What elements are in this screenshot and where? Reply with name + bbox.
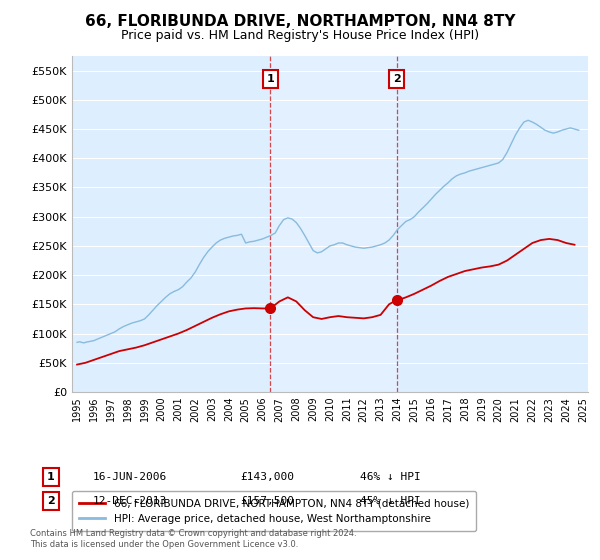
Text: 2: 2 — [47, 496, 55, 506]
Text: £143,000: £143,000 — [240, 472, 294, 482]
Text: 46% ↓ HPI: 46% ↓ HPI — [360, 472, 421, 482]
Text: 1: 1 — [266, 74, 274, 85]
Text: Contains HM Land Registry data © Crown copyright and database right 2024.: Contains HM Land Registry data © Crown c… — [30, 529, 356, 538]
Text: 2: 2 — [393, 74, 400, 85]
Text: Price paid vs. HM Land Registry's House Price Index (HPI): Price paid vs. HM Land Registry's House … — [121, 29, 479, 42]
Text: 16-JUN-2006: 16-JUN-2006 — [93, 472, 167, 482]
Text: 12-DEC-2013: 12-DEC-2013 — [93, 496, 167, 506]
Text: 1: 1 — [47, 472, 55, 482]
Bar — [271, 56, 397, 392]
Text: 45% ↓ HPI: 45% ↓ HPI — [360, 496, 421, 506]
Text: £157,500: £157,500 — [240, 496, 294, 506]
Text: 66, FLORIBUNDA DRIVE, NORTHAMPTON, NN4 8TY: 66, FLORIBUNDA DRIVE, NORTHAMPTON, NN4 8… — [85, 14, 515, 29]
Legend: 66, FLORIBUNDA DRIVE, NORTHAMPTON, NN4 8TY (detached house), HPI: Average price,: 66, FLORIBUNDA DRIVE, NORTHAMPTON, NN4 8… — [72, 491, 476, 531]
Text: This data is licensed under the Open Government Licence v3.0.: This data is licensed under the Open Gov… — [30, 540, 298, 549]
